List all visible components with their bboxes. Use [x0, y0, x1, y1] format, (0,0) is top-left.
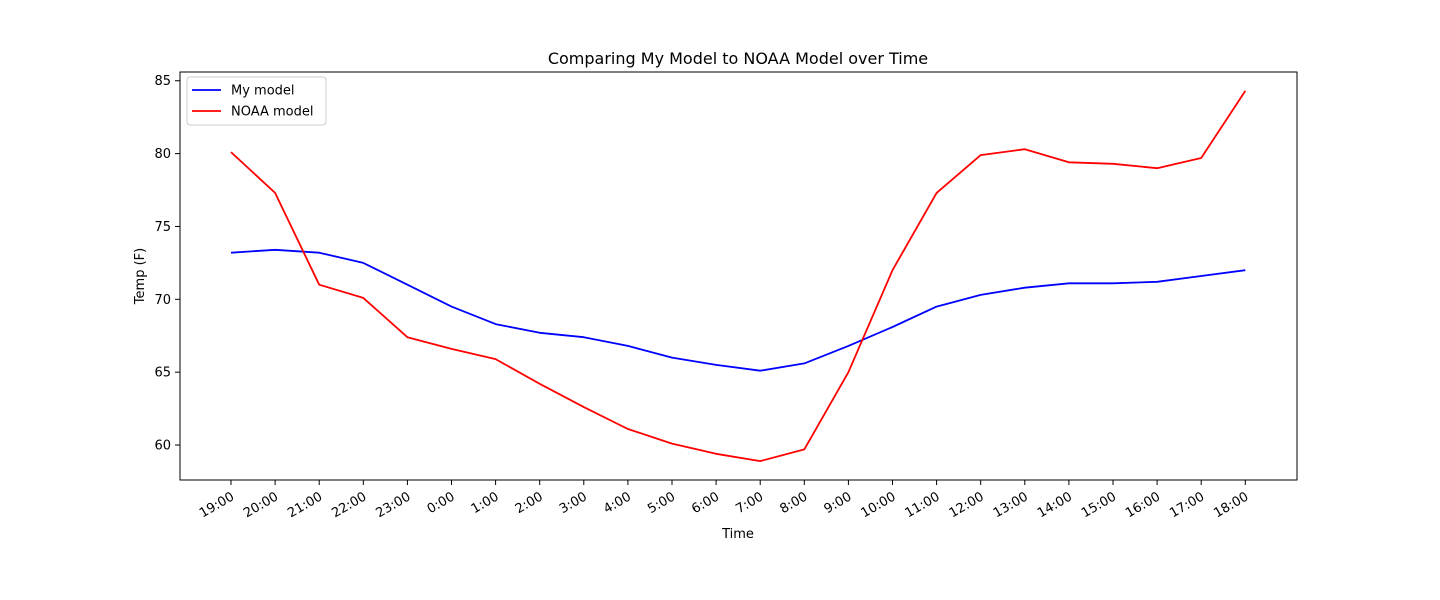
legend-label-0: My model — [231, 84, 295, 99]
legend-label-1: NOAA model — [231, 105, 314, 120]
y-tick-label: 80 — [154, 147, 171, 162]
x-axis-label: Time — [721, 527, 754, 542]
chart-marks — [230, 90, 1247, 463]
legend: My model NOAA model — [186, 76, 327, 126]
y-tick-label: 60 — [154, 439, 171, 454]
chart-title: Comparing My Model to NOAA Model over Ti… — [548, 49, 928, 68]
y-tick-label: 70 — [154, 293, 171, 308]
y-axis-label: Temp (F) — [133, 248, 148, 305]
plot-frame — [179, 71, 1298, 481]
y-tick-label: 85 — [154, 74, 171, 89]
y-tick-label: 65 — [154, 366, 171, 381]
legend-box — [186, 76, 327, 126]
series-line-1 — [230, 90, 1247, 463]
series-line-0 — [230, 248, 1246, 372]
y-tick-label: 75 — [154, 220, 171, 235]
